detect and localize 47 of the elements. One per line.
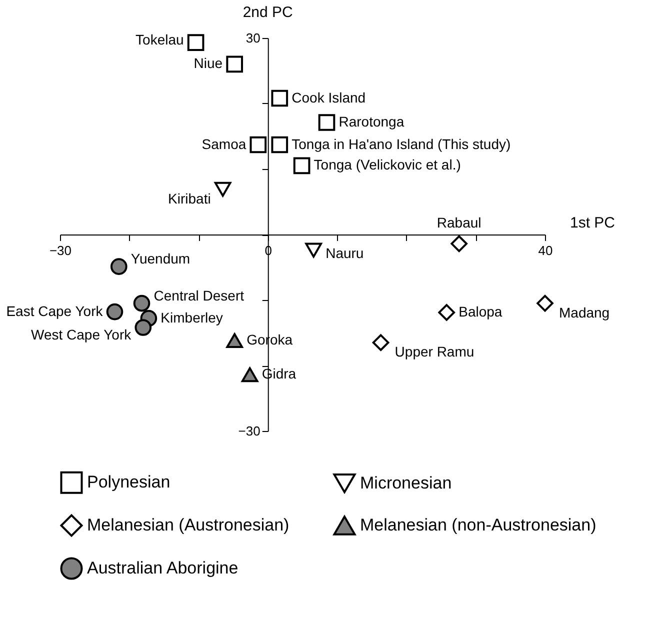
point — [271, 136, 288, 154]
annotation: West Cape York — [31, 326, 132, 343]
annotation: Tonga in Ha'ano Island (This study) — [292, 136, 511, 152]
x-tick-label: −30 — [49, 243, 72, 258]
annotation: Upper Ramu — [394, 344, 474, 360]
annotation: Central Desert — [154, 287, 244, 304]
annotation: Madang — [559, 304, 610, 320]
x-tick-label: 40 — [538, 243, 553, 258]
annotation: Nauru — [326, 245, 364, 262]
annotation: Tokelau — [136, 32, 184, 48]
annotation: Yuendum — [130, 250, 190, 267]
point — [226, 56, 244, 73]
legend-label: Polynesian — [87, 472, 170, 492]
annotation: Kiribati — [168, 190, 211, 206]
point — [450, 235, 468, 252]
point — [241, 367, 258, 382]
legend-label: Micronesian — [360, 473, 452, 492]
annotation: East Cape York — [6, 302, 104, 319]
point — [110, 258, 128, 275]
point — [133, 294, 150, 312]
y-tick-label: 30 — [246, 30, 260, 46]
point — [438, 304, 456, 321]
legend-label: Melanesian (Austronesian) — [87, 516, 290, 534]
legend-label: Melanesian (non-Austronesian) — [360, 516, 596, 534]
point — [106, 303, 124, 320]
annotation: Rarotonga — [338, 113, 404, 130]
point — [318, 114, 336, 131]
annotation: Tonga (Velickovic et al.) — [314, 156, 461, 173]
y-axis-title: 2nd PC — [242, 4, 294, 21]
point — [536, 294, 554, 312]
point — [250, 136, 267, 154]
annotation: Cook Island — [292, 89, 366, 106]
point — [293, 157, 310, 174]
legend-label: Australian Aborigine — [87, 558, 238, 578]
point — [214, 182, 232, 197]
x-axis-title: 1st PC — [570, 214, 616, 232]
annotation: Balopa — [458, 303, 502, 320]
point — [271, 90, 288, 107]
point — [134, 319, 152, 336]
point — [305, 242, 322, 258]
point — [226, 333, 244, 348]
annotation: Kimberley — [160, 309, 223, 326]
annotation: Niue — [194, 55, 223, 72]
point — [372, 334, 390, 351]
point — [187, 34, 204, 51]
annotation: Samoa — [202, 136, 246, 152]
annotation: Rabaul — [436, 214, 482, 231]
